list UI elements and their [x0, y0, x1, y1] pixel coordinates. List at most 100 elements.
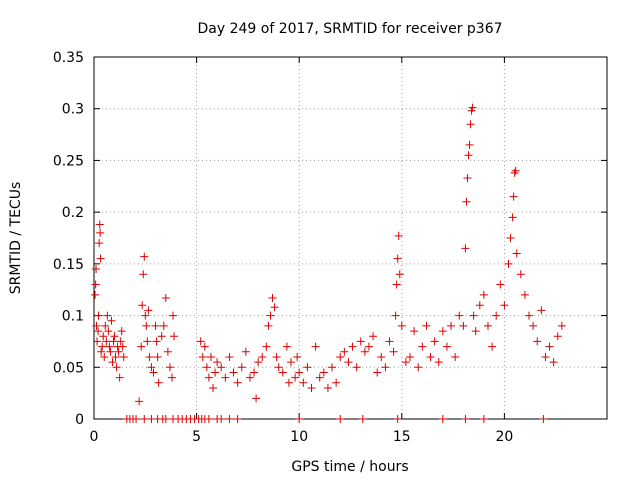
data-point: [140, 252, 149, 261]
x-tick-label: 0: [90, 429, 99, 445]
data-point: [459, 321, 468, 330]
data-point: [282, 342, 291, 351]
data-point: [369, 332, 378, 341]
data-point: [264, 321, 273, 330]
data-point: [209, 383, 218, 392]
data-point: [237, 363, 246, 372]
data-point: [299, 378, 308, 387]
data-point: [295, 415, 304, 423]
data-point: [468, 103, 477, 112]
data-point: [157, 332, 166, 341]
data-point: [217, 363, 226, 372]
data-point: [202, 363, 211, 372]
data-point: [356, 337, 365, 346]
chart-title: Day 249 of 2017, SRMTID for receiver p36…: [197, 21, 502, 37]
data-point: [262, 342, 271, 351]
plot-frame: [93, 56, 608, 420]
data-point: [469, 311, 478, 320]
y-axis-label: SRMTID / TECUs: [8, 182, 24, 295]
data-point: [274, 363, 283, 372]
data-point: [348, 342, 357, 351]
data-point: [504, 259, 513, 268]
data-point: [118, 342, 127, 351]
data-point: [233, 378, 242, 387]
data-point: [101, 321, 110, 330]
data-point: [395, 270, 404, 279]
data-point: [438, 327, 447, 336]
x-axis-ticks: 0 5 10 15 20: [90, 57, 513, 445]
data-point: [461, 415, 470, 423]
data-point: [394, 231, 403, 240]
data-point: [163, 347, 172, 356]
data-point: [91, 280, 100, 289]
y-axis-ticks: 0 0.05 0.1 0.15 0.2 0.25 0.3 0.35: [53, 50, 607, 428]
data-point: [479, 415, 488, 423]
data-point: [422, 321, 431, 330]
data-point: [109, 337, 118, 346]
data-point: [307, 383, 316, 392]
data-point: [225, 352, 234, 361]
x-tick-label: 5: [192, 429, 201, 445]
data-point: [198, 352, 207, 361]
data-point: [293, 352, 302, 361]
data-point: [103, 311, 112, 320]
data-point: [483, 321, 492, 330]
data-point: [108, 358, 117, 367]
y-tick-label: 0.3: [62, 102, 84, 118]
data-point: [291, 373, 300, 382]
data-point: [393, 415, 402, 423]
data-point: [510, 168, 519, 177]
data-point: [463, 174, 472, 183]
data-point: [466, 120, 475, 129]
data-point: [381, 363, 390, 372]
data-point: [241, 347, 250, 356]
data-point: [119, 352, 128, 361]
data-point: [91, 290, 100, 299]
data-point: [401, 358, 410, 367]
x-tick-label: 10: [290, 429, 308, 445]
data-point: [196, 337, 205, 346]
data-point: [95, 239, 104, 248]
data-point: [135, 397, 144, 406]
data-point: [465, 140, 474, 149]
data-point: [516, 270, 525, 279]
data-point: [114, 347, 123, 356]
data-point: [151, 321, 160, 330]
data-point: [471, 327, 480, 336]
data-point: [512, 249, 521, 258]
data-point: [204, 415, 213, 423]
data-point: [98, 342, 107, 351]
data-point: [336, 415, 345, 423]
data-point: [152, 337, 161, 346]
data-point: [537, 306, 546, 315]
data-point: [252, 394, 261, 403]
data-point: [167, 373, 176, 382]
data-points: [91, 103, 566, 423]
y-tick-label: 0.25: [53, 153, 84, 169]
data-point: [496, 280, 505, 289]
data-point: [270, 303, 279, 312]
data-point: [110, 332, 119, 341]
data-point: [336, 352, 345, 361]
data-point: [520, 290, 529, 299]
data-point: [284, 378, 293, 387]
data-point: [525, 311, 534, 320]
y-tick-label: 0.15: [53, 257, 84, 273]
data-point: [250, 368, 259, 377]
data-point: [447, 321, 456, 330]
y-tick-label: 0.2: [62, 205, 84, 221]
data-point: [461, 244, 470, 253]
data-point: [204, 373, 213, 382]
data-point: [206, 352, 215, 361]
data-point: [138, 301, 147, 310]
data-point: [115, 373, 124, 382]
data-point: [170, 332, 179, 341]
data-point: [373, 368, 382, 377]
data-point: [364, 342, 373, 351]
data-point: [426, 352, 435, 361]
data-point: [254, 358, 263, 367]
y-tick-label: 0.35: [53, 50, 84, 66]
data-point: [442, 342, 451, 351]
data-point: [143, 337, 152, 346]
